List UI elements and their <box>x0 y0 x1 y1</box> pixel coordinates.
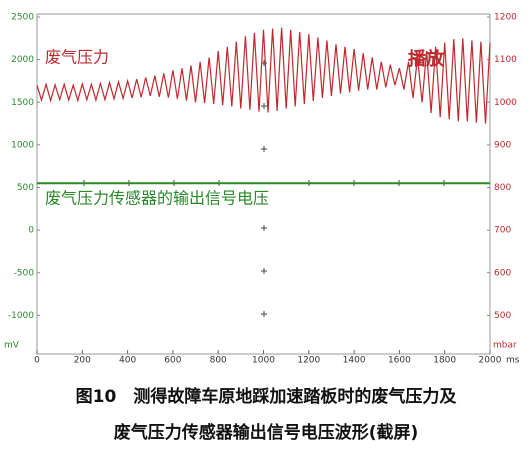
y2-tick-label: 700 <box>494 226 511 236</box>
y-tick-label: 500 <box>17 183 34 193</box>
x-tick-label: 600 <box>164 356 181 366</box>
annotation: 废气压力 <box>45 48 109 67</box>
caption: 废气压力传感器输出信号电压波形(截屏) <box>114 422 419 443</box>
x-tick-label: 1200 <box>297 356 320 366</box>
x-tick-label: 1000 <box>252 356 275 366</box>
y2-axis-unit: mbar <box>493 341 517 351</box>
y2-tick-label: 1100 <box>494 55 517 65</box>
y-tick-label: 2500 <box>11 13 34 23</box>
x-tick-label: 1400 <box>343 356 366 366</box>
x-tick-label: 200 <box>74 356 91 366</box>
series-line <box>36 27 491 124</box>
y-tick-label: 1000 <box>11 140 34 150</box>
y2-tick-label: 600 <box>494 268 511 278</box>
y2-tick-label: 500 <box>494 311 511 321</box>
x-tick-label: 1600 <box>388 356 411 366</box>
y2-tick-label: 1200 <box>494 13 517 23</box>
x-tick-label: 0 <box>34 356 40 366</box>
y-tick-label: -1000 <box>8 311 34 321</box>
y2-tick-label: 800 <box>494 183 511 193</box>
x-tick-label: 1800 <box>433 356 456 366</box>
y-tick-label: 2000 <box>11 55 34 65</box>
x-tick-label: 800 <box>210 356 227 366</box>
annotation: 废气压力传感器的输出信号电压 <box>45 189 269 208</box>
caption: 图10 测得故障车原地踩加速踏板时的废气压力及 <box>76 386 458 407</box>
x-axis-unit: ms <box>506 356 520 366</box>
y-tick-label: -500 <box>14 268 35 278</box>
y-axis-unit: mV <box>4 341 20 351</box>
x-tick-label: 2000 <box>479 356 502 366</box>
y-tick-label: 0 <box>28 226 34 236</box>
x-tick-label: 400 <box>119 356 136 366</box>
y-tick-label: 1500 <box>11 98 34 108</box>
y2-tick-label: 1000 <box>494 98 517 108</box>
y2-tick-label: 900 <box>494 140 511 150</box>
